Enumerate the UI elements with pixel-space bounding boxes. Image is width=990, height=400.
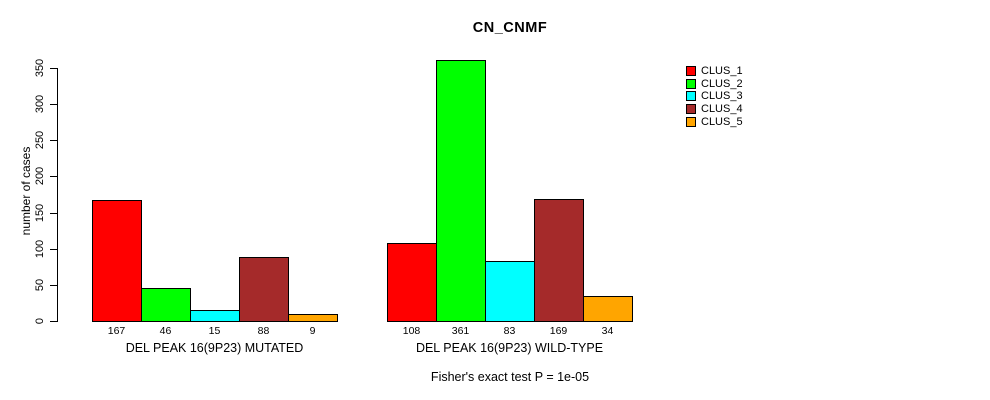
bar-clus_4-group1 (239, 257, 289, 322)
x-axis-group-label: DEL PEAK 16(9P23) MUTATED (125, 341, 304, 355)
bar-value-label: 9 (309, 325, 316, 337)
legend-swatch-clus_1 (686, 66, 696, 76)
y-axis-tick (50, 140, 57, 142)
bar-value-label: 169 (549, 325, 568, 337)
legend-swatch-clus_5 (686, 116, 696, 127)
bar-clus_2-group2 (436, 60, 486, 322)
bar-value-label: 167 (107, 325, 126, 337)
y-axis-tick (50, 68, 57, 69)
bar-value-label: 34 (601, 325, 614, 337)
y-axis-tick-label: 300 (34, 94, 46, 114)
y-axis-tick (50, 176, 57, 178)
y-axis-tick (50, 248, 57, 250)
y-axis-tick (50, 284, 57, 286)
bar-clus_5-group1 (288, 314, 338, 322)
bar-clus_3-group1 (190, 310, 240, 322)
legend-label-clus_4: CLUS_4 (701, 103, 743, 116)
y-axis-title: number of cases (19, 146, 33, 236)
bar-clus_4-group2 (534, 198, 584, 322)
legend-label-clus_1: CLUS_1 (701, 65, 743, 77)
bar-value-label: 15 (208, 325, 221, 337)
bar-clus_1-group1 (92, 200, 142, 322)
bar-value-label: 46 (159, 325, 172, 337)
y-axis-tick (50, 321, 57, 322)
y-axis-tick-label: 100 (34, 239, 46, 258)
legend-label-clus_5: CLUS_5 (701, 115, 743, 128)
bar-value-label: 108 (402, 325, 421, 337)
y-axis-tick (50, 212, 57, 214)
y-axis-tick-label: 150 (34, 203, 46, 222)
x-axis-group-label: DEL PEAK 16(9P23) WILD-TYPE (415, 341, 604, 355)
bar-clus_5-group2 (583, 296, 633, 322)
legend-swatch-clus_4 (686, 104, 696, 115)
y-axis-tick-label: 200 (34, 167, 46, 186)
bar-clus_2-group1 (141, 287, 191, 322)
legend-label-clus_2: CLUS_2 (701, 77, 743, 90)
legend-swatch-clus_3 (686, 91, 696, 102)
y-axis-tick-label: 250 (34, 131, 46, 150)
legend-label-clus_3: CLUS_3 (701, 90, 743, 103)
bar-value-label: 361 (451, 325, 470, 337)
y-axis-tick (50, 104, 57, 106)
y-axis-tick-label: 50 (34, 278, 46, 291)
fisher-test-annotation: Fisher's exact test P = 1e-05 (430, 370, 590, 384)
bar-value-label: 88 (257, 325, 270, 337)
bar-clus_3-group2 (485, 261, 535, 322)
y-axis-tick-label: 350 (34, 58, 46, 78)
bar-clus_1-group2 (387, 242, 437, 322)
y-axis-tick-label: 0 (34, 317, 46, 325)
legend-swatch-clus_2 (686, 78, 696, 89)
bar-value-label: 83 (503, 325, 516, 337)
y-axis-line (57, 68, 58, 322)
chart-title: CN_CNMF (472, 20, 548, 36)
